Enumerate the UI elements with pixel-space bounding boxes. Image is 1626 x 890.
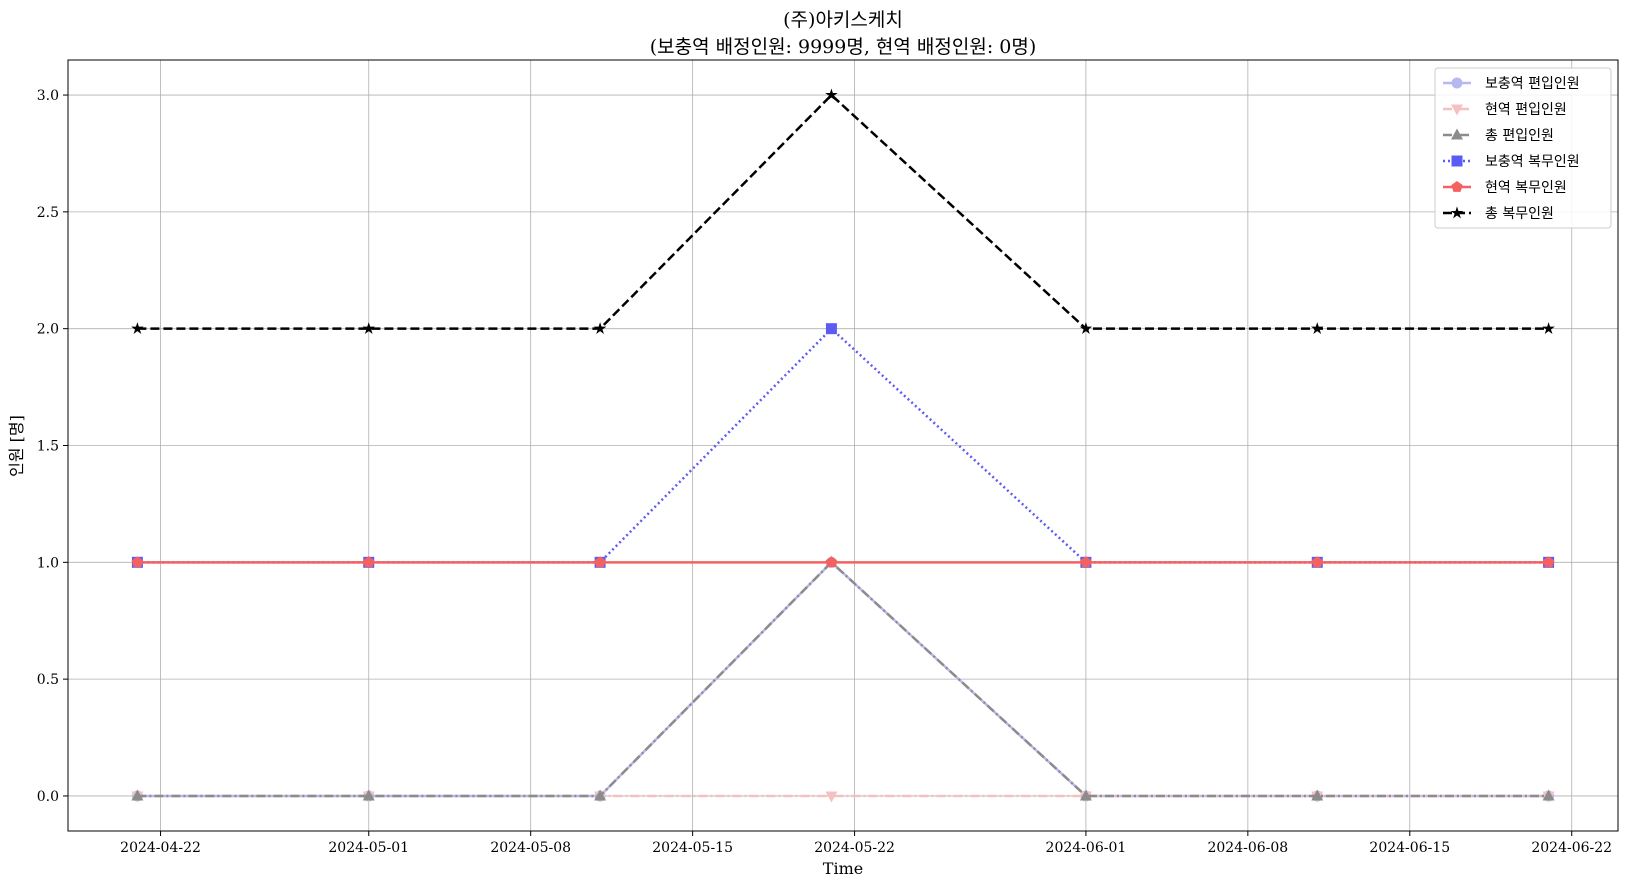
y-tick-label: 0.0 bbox=[37, 789, 59, 805]
ticks: 2024-04-22 2024-05-01 2024-05-08 2024-05-15… bbox=[37, 88, 1612, 856]
x-tick-label: 2024-06-22 bbox=[1531, 840, 1612, 856]
legend-label: 보충역 편입인원 bbox=[1485, 76, 1580, 92]
legend-item: 보충역 편입인원 bbox=[1443, 76, 1580, 92]
data-point bbox=[1542, 556, 1555, 568]
legend-label: 현역 편입인원 bbox=[1485, 102, 1567, 118]
data-point bbox=[593, 322, 607, 335]
data-point bbox=[825, 556, 838, 568]
series bbox=[131, 88, 1555, 335]
x-tick-label: 2024-05-15 bbox=[652, 840, 733, 856]
x-tick-label: 2024-06-15 bbox=[1369, 840, 1450, 856]
data-point bbox=[131, 322, 144, 335]
legend-label: 현역 복무인원 bbox=[1485, 180, 1567, 196]
grid bbox=[68, 60, 1618, 831]
series-group bbox=[131, 88, 1555, 803]
x-tick-label: 2024-06-08 bbox=[1207, 840, 1288, 856]
legend-marker bbox=[1451, 77, 1463, 89]
y-tick-label: 0.5 bbox=[37, 672, 59, 688]
legend-item: 보충역 복무인원 bbox=[1443, 154, 1580, 170]
legend-marker bbox=[1450, 206, 1464, 219]
x-axis-label: Time bbox=[823, 859, 863, 878]
legend-item: 현역 편입인원 bbox=[1443, 102, 1567, 118]
legend-marker bbox=[1451, 180, 1463, 192]
y-tick-label: 1.5 bbox=[37, 439, 59, 455]
x-tick-label: 2024-04-22 bbox=[120, 840, 201, 856]
data-point bbox=[1542, 322, 1555, 335]
data-point bbox=[1311, 556, 1324, 568]
legend-label: 총 편입인원 bbox=[1485, 128, 1554, 144]
legend-item: 현역 복무인원 bbox=[1443, 180, 1567, 196]
data-point bbox=[1079, 789, 1092, 801]
data-point bbox=[131, 556, 144, 568]
data-point bbox=[1080, 556, 1092, 568]
data-point bbox=[594, 789, 607, 801]
legend-marker bbox=[1451, 128, 1463, 140]
series bbox=[131, 556, 1555, 568]
data-point bbox=[825, 88, 838, 101]
x-tick-label: 2024-05-01 bbox=[328, 840, 409, 856]
series bbox=[131, 555, 1555, 801]
x-tick-label: 2024-05-22 bbox=[814, 840, 895, 856]
legend-item: 총 편입인원 bbox=[1443, 128, 1554, 144]
chart-subtitle: (보충역 배정인원: 9999명, 현역 배정인원: 0명) bbox=[650, 36, 1037, 58]
data-point bbox=[825, 791, 838, 803]
data-point bbox=[362, 789, 375, 801]
data-point bbox=[825, 323, 837, 335]
legend-label: 총 복무인원 bbox=[1485, 206, 1554, 222]
legend-label: 보충역 복무인원 bbox=[1485, 154, 1580, 170]
y-tick-label: 1.0 bbox=[37, 555, 59, 571]
y-tick-label: 2.0 bbox=[37, 322, 59, 338]
legend-marker bbox=[1451, 155, 1463, 167]
data-point bbox=[362, 556, 375, 568]
data-point bbox=[1079, 322, 1093, 335]
legend-marker bbox=[1451, 104, 1463, 116]
data-point bbox=[594, 556, 606, 568]
chart-title: (주)아키스케치 bbox=[783, 9, 903, 31]
legend-item: 총 복무인원 bbox=[1443, 206, 1554, 222]
x-tick-label: 2024-05-08 bbox=[490, 840, 571, 856]
y-tick-label: 2.5 bbox=[37, 205, 59, 221]
data-point bbox=[1311, 789, 1324, 801]
y-axis-label: 인원 [명] bbox=[7, 415, 26, 477]
data-point bbox=[362, 322, 376, 335]
legend-box bbox=[1434, 67, 1612, 229]
y-tick-label: 3.0 bbox=[37, 88, 59, 104]
data-point bbox=[1310, 322, 1324, 335]
data-point bbox=[131, 789, 144, 801]
x-tick-label: 2024-06-01 bbox=[1046, 840, 1127, 856]
data-point bbox=[1542, 789, 1555, 801]
